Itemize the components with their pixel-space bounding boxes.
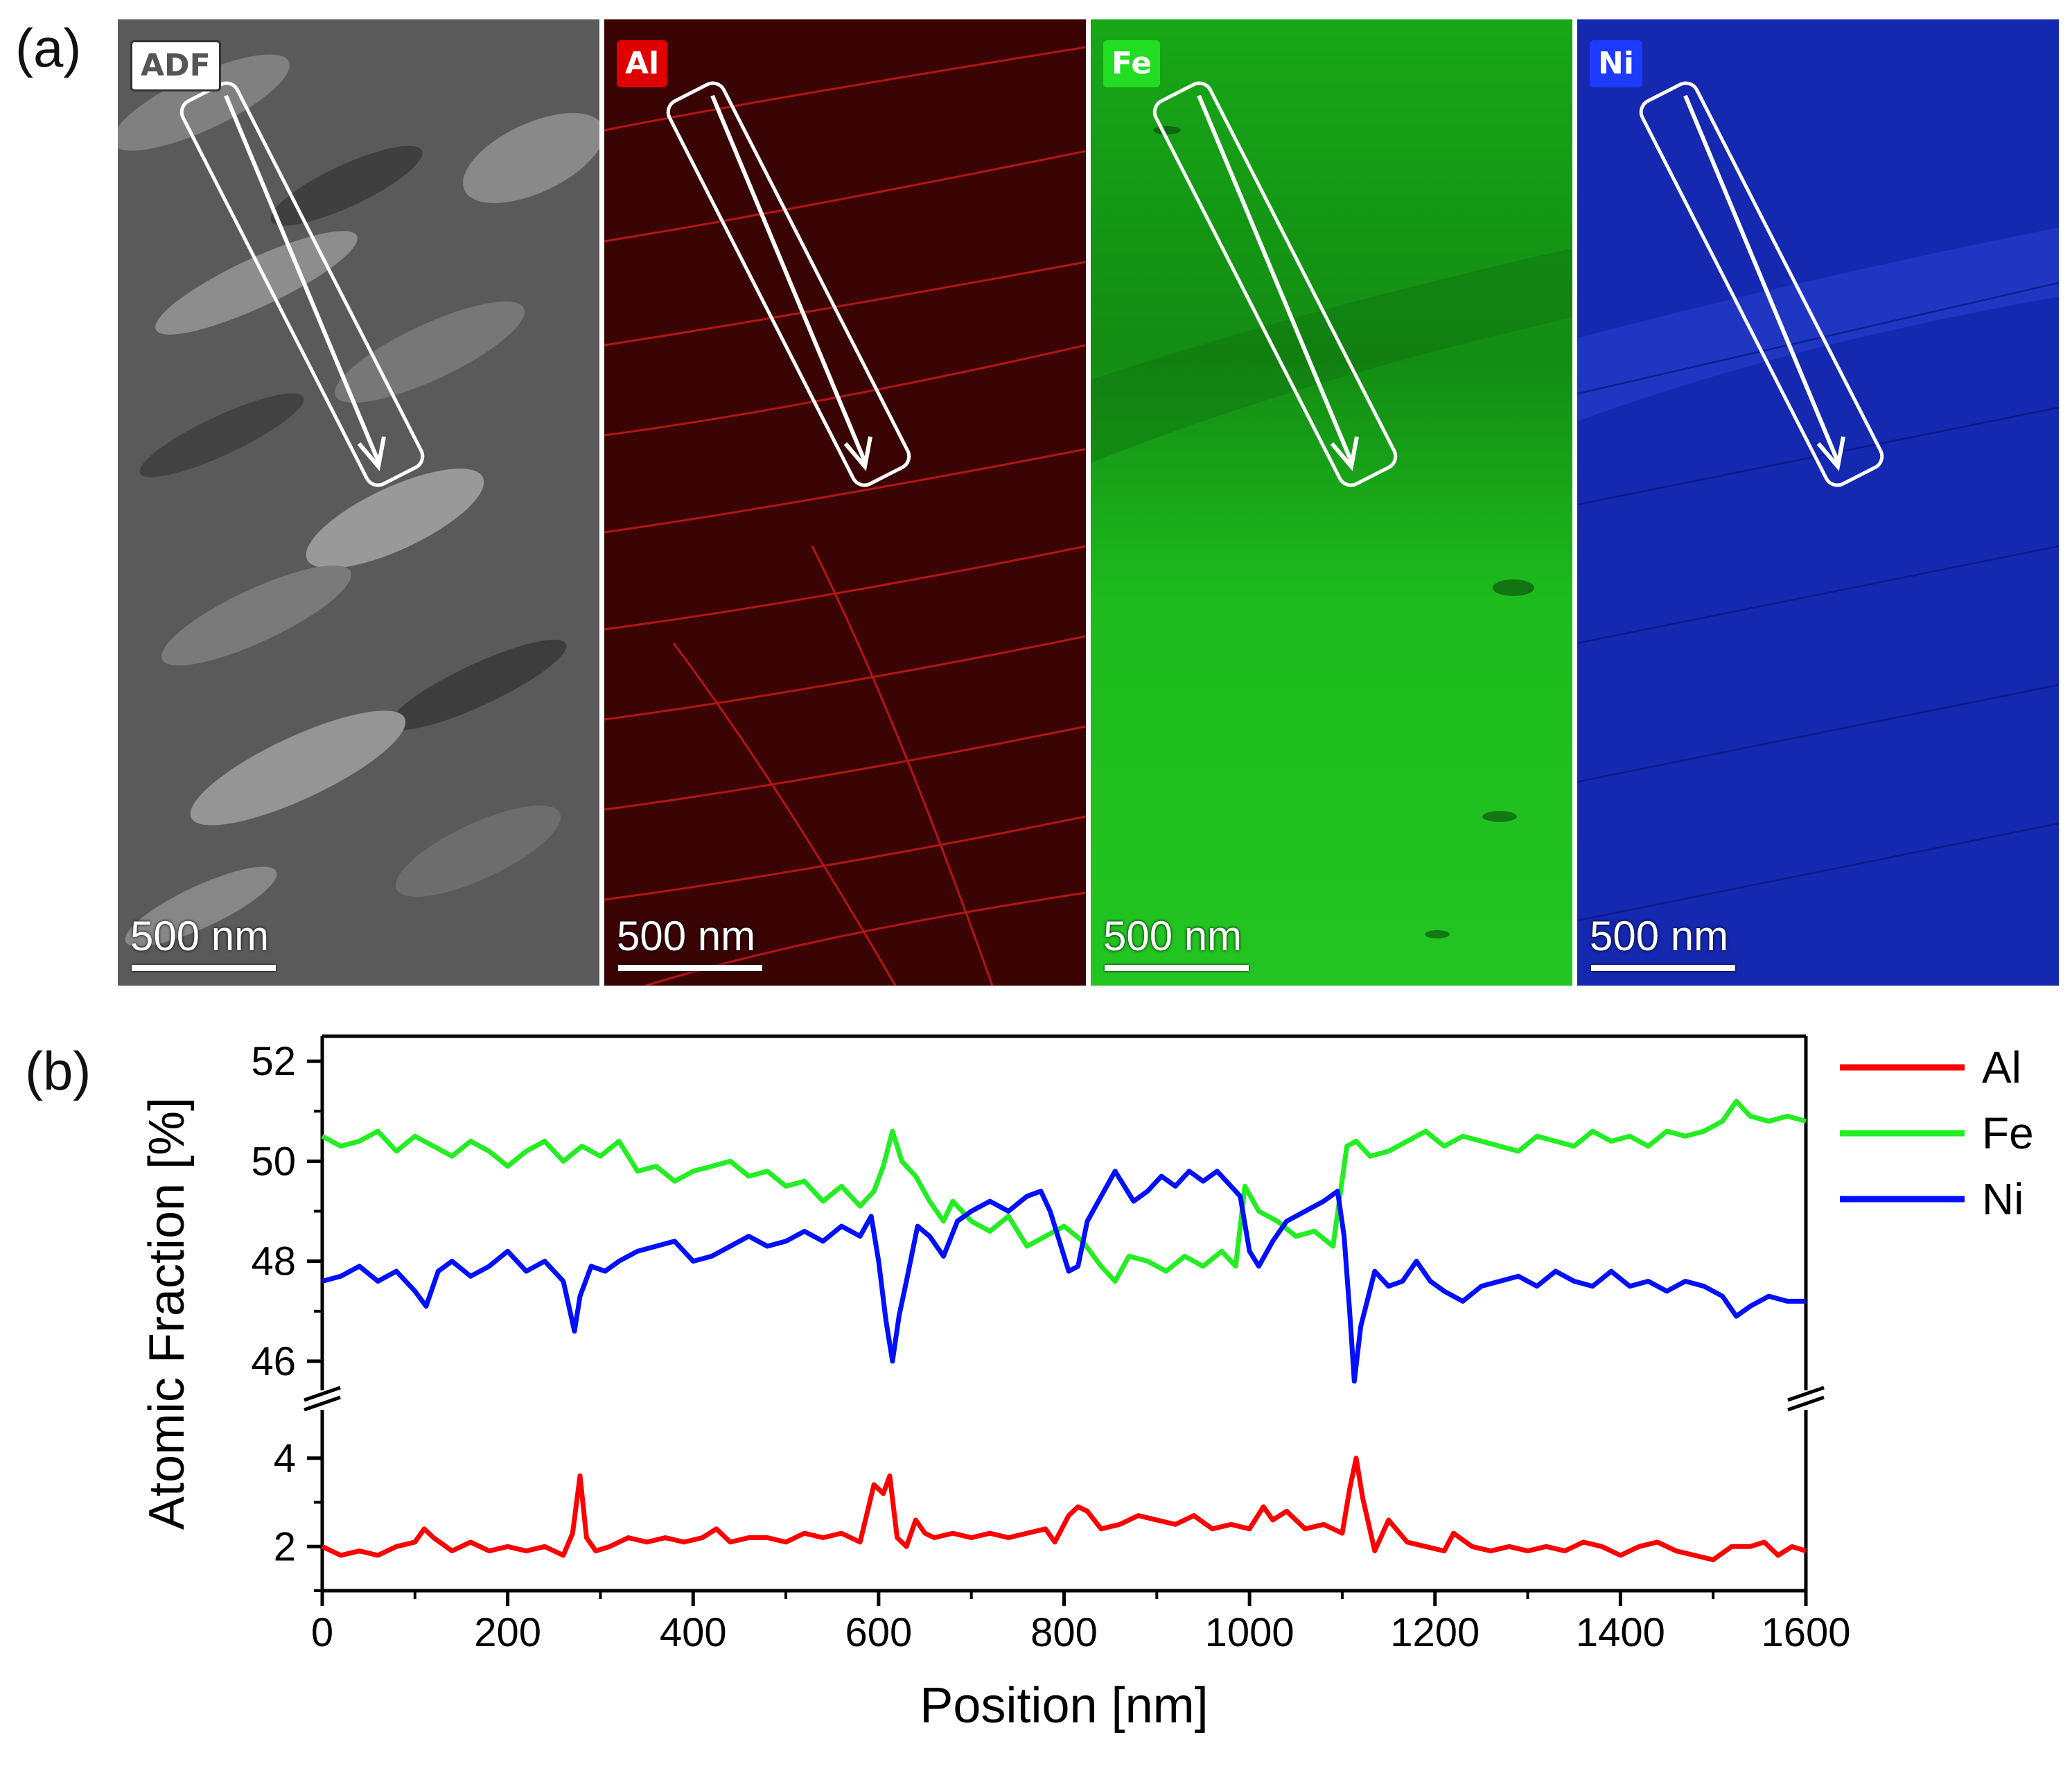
- fe-arrow-overlay: [1152, 81, 1398, 487]
- right-break-mark-2: [1787, 1395, 1825, 1412]
- x-tick-label: 600: [845, 1610, 912, 1655]
- fe-scale-label: 500 nm: [1103, 913, 1243, 959]
- x-tick-label: 1400: [1576, 1610, 1665, 1655]
- left-break-mark-2: [304, 1395, 341, 1412]
- x-tick-label: 200: [474, 1610, 541, 1655]
- al-texture: [604, 19, 1086, 986]
- ni-arrow-overlay: [1639, 81, 1884, 487]
- fe-map: Fe 500 nm: [1091, 19, 1572, 986]
- y-tick-label-upper: 48: [251, 1239, 296, 1284]
- y-tick-label-upper: 50: [251, 1139, 296, 1184]
- ni-badge: Ni: [1590, 40, 1642, 87]
- fe-scale-bar: [1105, 965, 1249, 971]
- adf-arrow-overlay: [179, 81, 425, 487]
- x-tick-label: 400: [660, 1610, 727, 1655]
- legend-label-fe: Fe: [1982, 1108, 2034, 1158]
- x-tick-label: 1600: [1761, 1610, 1850, 1655]
- ni-map: Ni 500 nm: [1577, 19, 2059, 986]
- adf-scale-bar: [132, 965, 276, 971]
- line-profile-chart: 0 200 400 600 800 1000 1200 1400 1600 46 48 50 52 2 4 P…: [139, 1034, 2034, 1733]
- x-tick-label: 1000: [1205, 1610, 1294, 1655]
- fe-badge: Fe: [1103, 40, 1161, 87]
- right-break-mark-1: [1787, 1386, 1825, 1402]
- panel-a-label: (a): [15, 17, 82, 78]
- ni-scale-label: 500 nm: [1590, 913, 1729, 959]
- series-line-fe: [321, 1099, 1807, 1284]
- fe-texture: [1091, 19, 1572, 986]
- y-tick-label-upper: 46: [251, 1339, 296, 1384]
- y-tick-label-lower: 4: [274, 1436, 296, 1481]
- x-axis-label: Position [nm]: [920, 1678, 1208, 1733]
- series-line-ni: [322, 1169, 1806, 1384]
- x-tick-label: 1200: [1390, 1610, 1480, 1655]
- series-line-al: [321, 1456, 1807, 1562]
- al-map: Al 500 nm: [604, 19, 1086, 986]
- al-badge: Al: [617, 40, 668, 87]
- adf-texture: [118, 19, 599, 986]
- x-tick-label: 800: [1030, 1610, 1098, 1655]
- adf-badge: ADF: [130, 40, 221, 91]
- legend-label-ni: Ni: [1982, 1174, 2023, 1224]
- y-axis-label: Atomic Fraction [%]: [139, 1097, 195, 1530]
- left-break-mark-1: [304, 1386, 341, 1402]
- al-scale-label: 500 nm: [617, 913, 756, 959]
- ni-scale-bar: [1591, 965, 1735, 971]
- y-tick-label-lower: 2: [274, 1524, 296, 1569]
- adf-scale-label: 500 nm: [130, 913, 270, 959]
- legend-label-al: Al: [1982, 1042, 2021, 1092]
- panel-b-label: (b): [25, 1040, 91, 1101]
- al-scale-bar: [618, 965, 762, 971]
- al-arrow-overlay: [666, 81, 911, 487]
- y-tick-label-upper: 52: [251, 1039, 296, 1084]
- adf-map: ADF 500 nm: [118, 19, 599, 986]
- x-tick-label: 0: [311, 1610, 333, 1655]
